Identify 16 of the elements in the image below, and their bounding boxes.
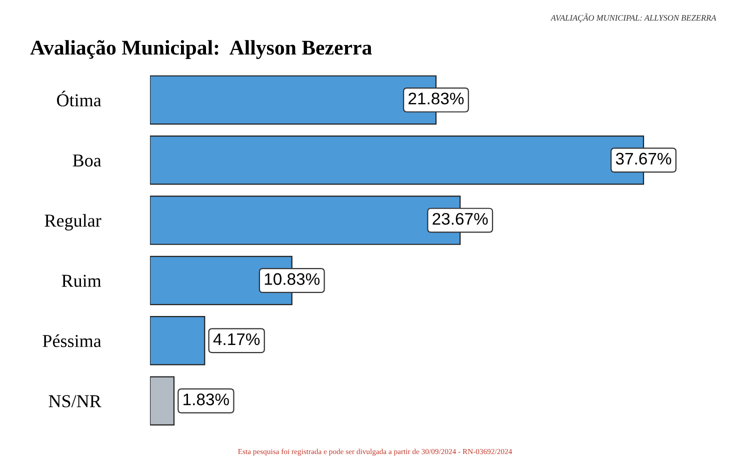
y-tick-label: Ruim bbox=[62, 274, 102, 287]
data-label: 23.67% bbox=[432, 212, 488, 225]
text: AVALIAÇÃO MUNICIPAL: ALLYSON BEZERRA bbox=[550, 13, 716, 22]
chart-title: Avaliação Municipal: Allyson Bezerra bbox=[30, 40, 372, 60]
data-label: 37.67% bbox=[616, 152, 672, 165]
y-tick-label: NS/NR bbox=[48, 395, 102, 408]
y-tick-label: Péssima bbox=[42, 334, 102, 348]
y-tick-label: Ótima bbox=[57, 90, 102, 106]
data-label: 1.83% bbox=[184, 394, 229, 406]
y-tick-label: Regular bbox=[44, 214, 102, 230]
bar bbox=[150, 316, 206, 366]
data-label: 10.83% bbox=[264, 273, 320, 285]
y-tick-label: Boa bbox=[72, 154, 102, 167]
data-label: 21.83% bbox=[408, 92, 464, 104]
bar bbox=[150, 376, 175, 426]
data-label: 4.17% bbox=[213, 333, 260, 346]
